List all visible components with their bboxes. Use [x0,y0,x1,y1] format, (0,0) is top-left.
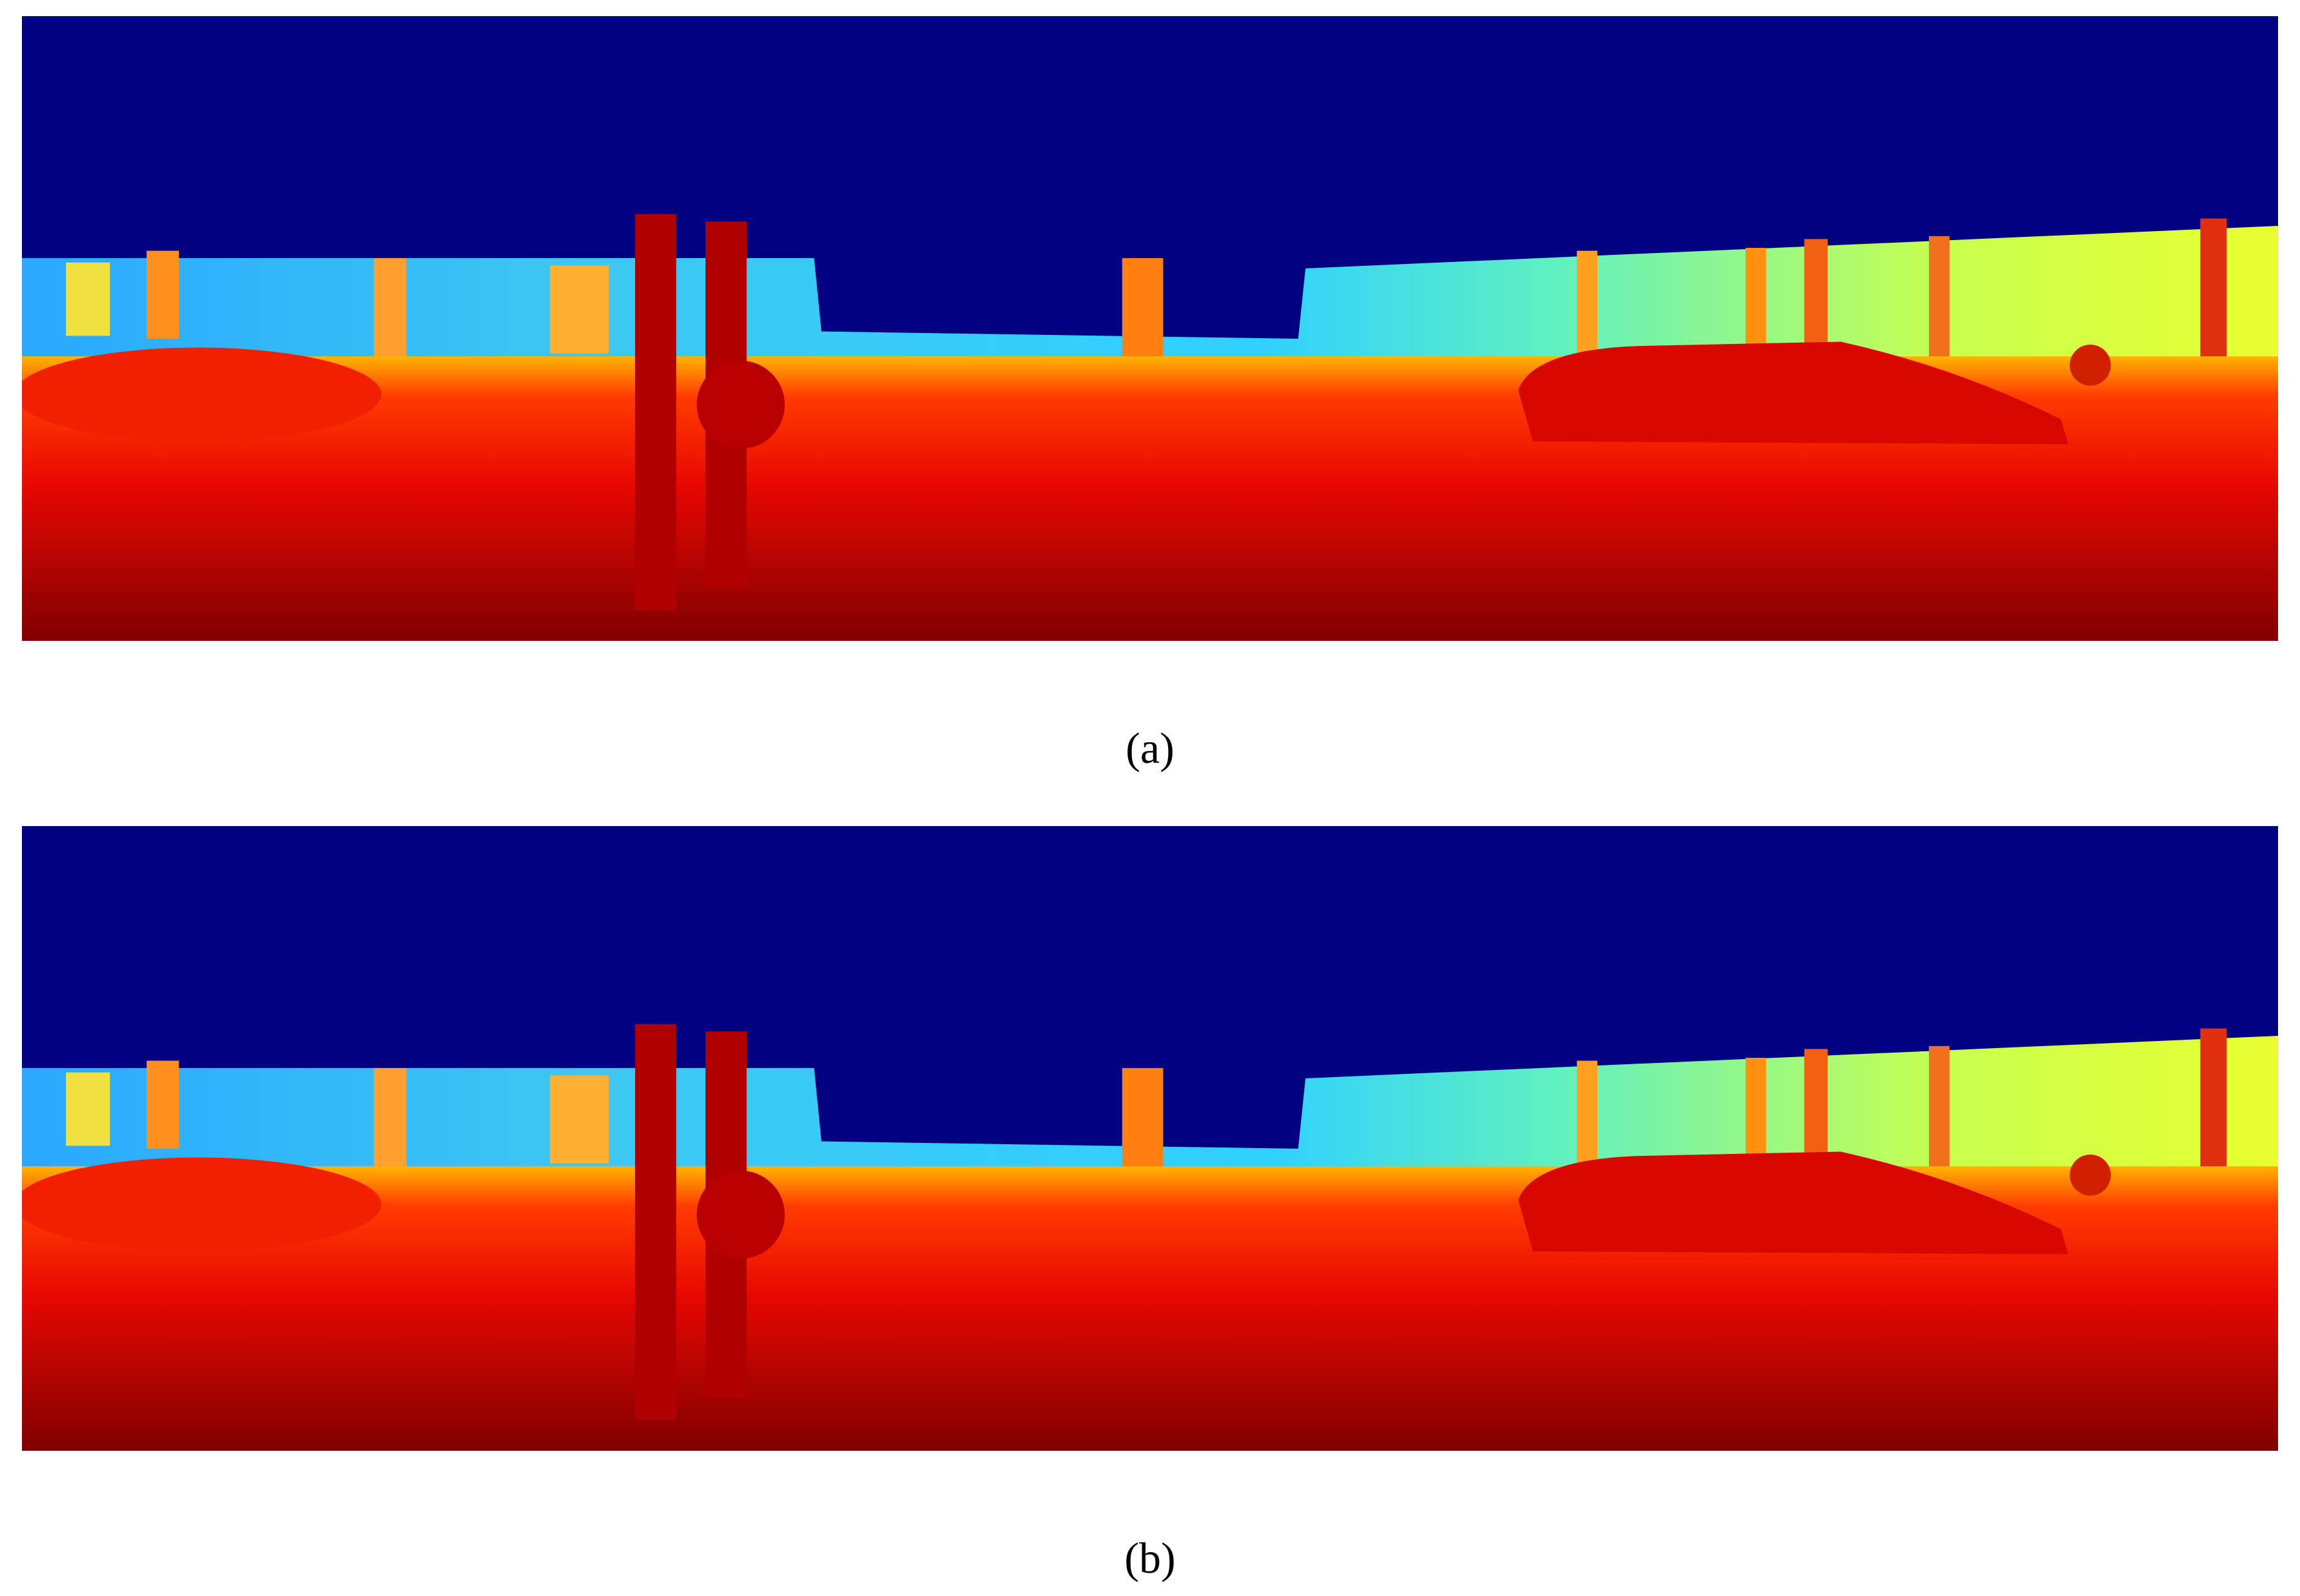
depth-map-a [22,16,2278,641]
caption: (b) [1124,1533,1176,1582]
depth-image [22,16,2278,641]
depth-image [22,826,2278,1451]
caption: (a) [1125,723,1175,773]
depth-map-b [22,826,2278,1451]
